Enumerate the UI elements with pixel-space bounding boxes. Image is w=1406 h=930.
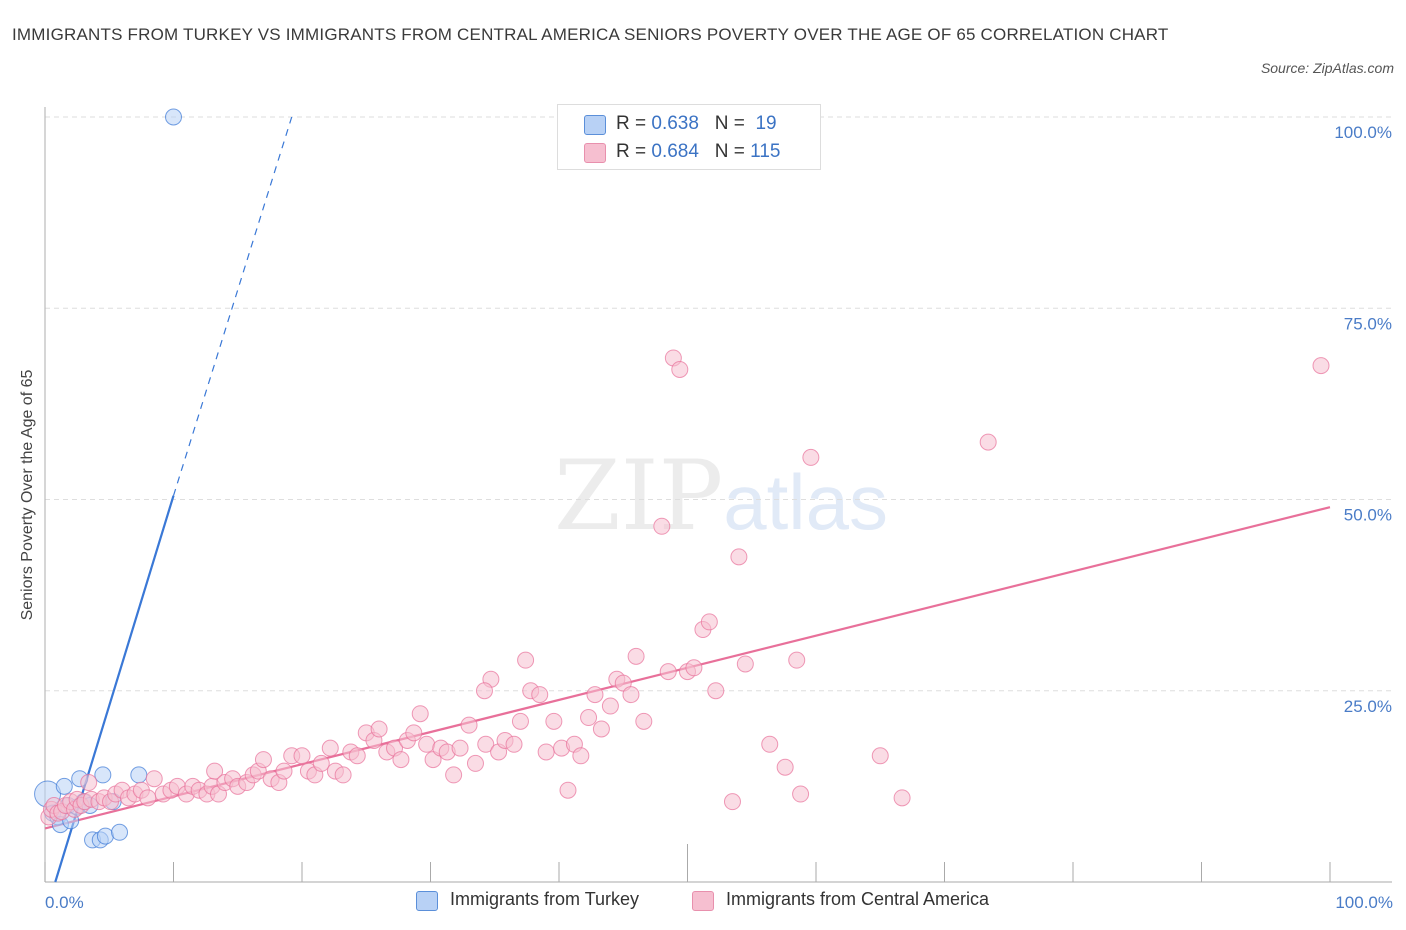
central-america-point — [531, 686, 549, 704]
central-america-point — [572, 747, 590, 765]
central-america-point — [653, 517, 671, 535]
central-america-point — [723, 793, 741, 811]
y-tick-label: 75.0% — [1344, 314, 1392, 333]
central-america-point — [445, 766, 463, 784]
r-label: R = — [616, 141, 647, 162]
central-america-point — [559, 781, 577, 799]
watermark-atlas: atlas — [723, 458, 888, 546]
central-america-point — [893, 789, 911, 807]
point-layer — [34, 108, 1330, 849]
central-america-point — [312, 754, 330, 772]
turkey-point — [130, 766, 148, 784]
central-america-point — [792, 785, 810, 803]
central-america-point — [979, 433, 997, 451]
central-america-point — [348, 747, 366, 765]
central-america-point — [601, 697, 619, 715]
central-america-point — [659, 663, 677, 681]
central-america-point — [370, 720, 388, 738]
central-america-point — [736, 655, 754, 673]
central-america-point — [392, 751, 410, 769]
central-america-point — [139, 789, 157, 807]
n-label: N = — [714, 141, 745, 162]
tick-label-layer: 25.0% 50.0% 75.0% 100.0% 0.0% 100.0% — [45, 123, 1393, 912]
central-america-point — [293, 747, 311, 765]
turkey-swatch — [584, 115, 606, 135]
axis-layer — [44, 107, 1392, 883]
turkey-point — [165, 108, 182, 126]
central-america-n-value: 115 — [750, 141, 781, 162]
central-america-point — [730, 548, 748, 566]
central-america-legend-label: Immigrants from Central America — [726, 889, 990, 909]
turkey-n-value: 19 — [755, 113, 777, 134]
central-america-point — [411, 705, 429, 723]
central-america-point — [871, 747, 889, 765]
grid-layer — [45, 116, 1392, 692]
central-america-r-value: 0.684 — [651, 141, 699, 162]
central-america-point — [405, 724, 423, 742]
turkey-legend-swatch — [416, 891, 438, 911]
central-america-swatch — [584, 143, 606, 163]
central-america-point — [788, 651, 806, 669]
central-america-point — [537, 743, 555, 761]
central-america-point — [592, 720, 610, 738]
x-tick-label: 100.0% — [1335, 893, 1393, 912]
central-america-point — [622, 686, 640, 704]
turkey-point — [96, 827, 114, 845]
turkey-point — [94, 766, 112, 784]
central-america-point — [586, 686, 604, 704]
central-america-point — [802, 448, 820, 466]
chart-title: IMMIGRANTS FROM TURKEY VS IMMIGRANTS FRO… — [12, 25, 1169, 44]
central-america-legend-swatch — [692, 891, 714, 911]
turkey-point — [55, 777, 73, 795]
central-america-point — [700, 613, 718, 631]
central-america-point — [761, 735, 779, 753]
central-america-point — [334, 766, 352, 784]
central-america-point — [80, 774, 98, 792]
central-america-point — [505, 735, 523, 753]
central-america-point — [475, 682, 493, 700]
central-america-point — [145, 770, 163, 788]
central-america-point — [517, 651, 535, 669]
central-america-point — [511, 712, 529, 730]
central-america-point — [254, 751, 272, 769]
turkey-trend-extension — [172, 116, 293, 496]
central-america-point — [776, 758, 794, 776]
turkey-r-value: 0.638 — [651, 113, 699, 134]
central-america-point — [671, 360, 689, 378]
central-america-point — [545, 712, 563, 730]
source-label: Source: ZipAtlas.com — [1260, 60, 1394, 76]
turkey-legend-label: Immigrants from Turkey — [450, 889, 640, 909]
x-tick-label: 0.0% — [45, 893, 84, 912]
central-america-point — [460, 716, 478, 734]
watermark-zip: ZIP — [554, 440, 724, 552]
stats-legend: R = 0.638 N = 19 R = 0.684 N = 115 — [557, 104, 821, 170]
central-america-point — [635, 712, 653, 730]
central-america-point — [466, 754, 484, 772]
central-america-point — [451, 739, 469, 757]
turkey-point — [111, 823, 129, 841]
central-america-point — [321, 739, 339, 757]
central-america-point — [275, 762, 293, 780]
central-america-point — [477, 735, 495, 753]
central-america-point — [627, 647, 645, 665]
central-america-point — [685, 659, 703, 677]
central-america-point — [418, 735, 436, 753]
n-label: N = — [714, 113, 745, 134]
watermark: ZIPatlas — [554, 440, 888, 552]
central-america-point — [580, 709, 598, 727]
central-america-point — [1312, 357, 1330, 375]
r-label: R = — [616, 113, 647, 134]
y-tick-label: 50.0% — [1344, 506, 1392, 525]
y-tick-label: 100.0% — [1334, 123, 1392, 142]
y-tick-label: 25.0% — [1344, 697, 1392, 716]
central-america-point — [707, 682, 725, 700]
central-america-point — [206, 762, 224, 780]
